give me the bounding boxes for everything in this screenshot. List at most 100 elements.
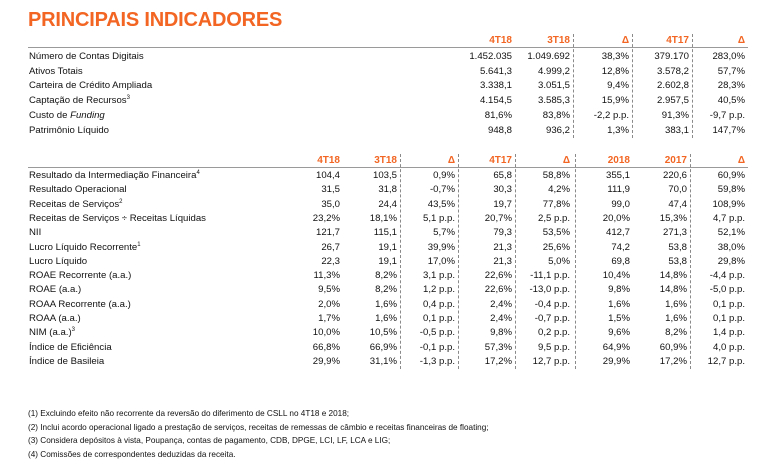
table-row: Captação de Recursos3 4.154,5 3.585,3 15,9%… — [0, 93, 760, 108]
row-label-text: Receitas de Serviços — [29, 198, 120, 210]
row-label: NII — [29, 225, 41, 240]
cell-value: 20,7% — [484, 212, 512, 224]
cell-value: 60,9% — [717, 170, 745, 181]
cell-value: 29,9% — [312, 355, 340, 367]
cell-value: 0,1 p.p. — [422, 313, 455, 324]
cell-value: 1,6% — [665, 313, 687, 324]
row-label: Resultado Operacional — [29, 182, 127, 197]
cell-value: 147,7% — [712, 124, 745, 136]
row-label: Receitas de Serviços2 — [29, 197, 122, 212]
row-label: Número de Contas Digitais — [29, 49, 144, 64]
row-label-italic: Funding — [70, 109, 105, 121]
cell-value: 4.999,2 — [537, 65, 570, 77]
cell-value: 383,1 — [664, 124, 689, 136]
table-row: Índice de Basileia 29,9% 31,1% -1,3 p.p. 17,… — [0, 354, 760, 369]
cell-value: 8,2% — [665, 327, 687, 339]
cell-value: 22,6% — [484, 284, 512, 296]
cell-value: -0,5 p.p. — [419, 327, 455, 339]
row-label: NIM (a.a.)3 — [29, 325, 75, 340]
cell-value: 0,4 p.p. — [422, 298, 455, 310]
cell-value: 14,8% — [659, 284, 687, 296]
table-row: Lucro Líquido Recorrente1 26,7 19,1 39,9% 21… — [0, 240, 760, 255]
row-label: Lucro Líquido Recorrente1 — [29, 240, 141, 255]
cell-value: 57,7% — [717, 65, 745, 77]
cell-value: 43,5% — [427, 198, 455, 210]
row-label-text: Carteira de Crédito Ampliada — [29, 80, 153, 92]
footnote-ref: 4 — [196, 169, 200, 176]
table-row: Receitas de Serviços2 35,0 24,4 43,5% 19,7 77… — [0, 197, 760, 212]
row-label-text: Receitas de Serviços ÷ Receitas Líquidas — [29, 212, 206, 224]
cell-value: 19,7 — [493, 198, 512, 210]
cell-value: 17,2% — [484, 355, 512, 367]
cell-value: 9,4% — [607, 80, 629, 92]
cell-value: 9,5 p.p. — [537, 341, 570, 353]
cell-value: 2,4% — [490, 298, 512, 310]
cell-value: 2,5 p.p. — [537, 212, 570, 224]
cell-value: 28,3% — [717, 80, 745, 92]
row-label-text: ROAA Recorrente (a.a.) — [29, 298, 131, 310]
column-divider — [632, 34, 633, 138]
cell-value: 15,9% — [601, 95, 629, 107]
table-row: Resultado da Intermediação Financeira4 10… — [0, 168, 760, 183]
table-row: ROAE (a.a.) 9,5% 8,2% 1,2 p.p. 22,6% -13,0 p.… — [0, 282, 760, 297]
table-row: Número de Contas Digitais 1.452.035 1.049.… — [0, 49, 760, 64]
cell-value: 3.585,3 — [537, 95, 570, 107]
row-label-text: ROAE Recorrente (a.a.) — [29, 270, 132, 282]
cell-value: 2,4% — [490, 313, 512, 324]
cell-value: 0,2 p.p. — [537, 327, 570, 339]
page-title: PRINCIPAIS INDICADORES — [28, 9, 283, 31]
cell-value: 53,8 — [668, 255, 687, 267]
cell-value: -0,7 p.p. — [534, 313, 570, 324]
footnote: (3) Considera depósitos à vista, Poupanç… — [28, 436, 391, 446]
column-header: Δ — [737, 35, 745, 46]
cell-value: 0,1 p.p. — [712, 298, 745, 310]
cell-value: 1.049.692 — [527, 51, 570, 62]
row-label-text: Resultado Operacional — [29, 184, 127, 196]
cell-value: 4.154,5 — [479, 95, 512, 107]
column-header: 3T18 — [374, 155, 397, 166]
cell-value: 5,0% — [548, 255, 570, 267]
row-label-text: Lucro Líquido — [29, 255, 88, 267]
column-divider — [690, 154, 691, 369]
cell-value: 12,7 p.p. — [532, 355, 570, 367]
cell-value: 99,0 — [611, 198, 630, 210]
row-label: Índice de Basileia — [29, 354, 104, 369]
cell-value: 65,8 — [493, 170, 512, 181]
row-label-text: Número de Contas Digitais — [29, 51, 144, 62]
cell-value: 2,0% — [318, 298, 340, 310]
cell-value: 18,1% — [369, 212, 397, 224]
cell-value: 64,9% — [602, 341, 630, 353]
cell-value: 59,8% — [717, 184, 745, 196]
cell-value: 60,9% — [659, 341, 687, 353]
table-row: Carteira de Crédito Ampliada 3.338,1 3.051… — [0, 78, 760, 93]
cell-value: 47,4 — [668, 198, 687, 210]
row-label-text: Resultado da Intermediação Financeira — [29, 170, 197, 181]
cell-value: 9,6% — [608, 327, 630, 339]
footnote: (2) Inclui acordo operacional ligado a p… — [28, 422, 489, 432]
cell-value: 4,7 p.p. — [712, 212, 745, 224]
table-row: Receitas de Serviços ÷ Receitas Líquidas… — [0, 211, 760, 226]
cell-value: 5,7% — [433, 227, 455, 239]
cell-value: 1,7% — [318, 313, 340, 324]
cell-value: 12,8% — [601, 65, 629, 77]
cell-value: 4,0 p.p. — [712, 341, 745, 353]
footnotes: (1) Excluindo efeito não recorrente da r… — [28, 407, 489, 461]
cell-value: 1,6% — [375, 313, 397, 324]
cell-value: -11,1 p.p. — [530, 270, 570, 282]
cell-value: 936,2 — [545, 124, 570, 136]
cell-value: 283,0% — [712, 51, 745, 62]
cell-value: 9,8% — [490, 327, 512, 339]
row-label-text: Lucro Líquido Recorrente — [29, 241, 138, 253]
cell-value: 103,5 — [372, 170, 397, 181]
cell-value: 74,2 — [611, 241, 630, 253]
header-divider — [28, 167, 748, 168]
cell-value: 79,3 — [493, 227, 512, 239]
cell-value: 1,6% — [608, 298, 630, 310]
cell-value: 66,8% — [312, 341, 340, 353]
row-label: ROAA (a.a.) — [29, 311, 81, 326]
cell-value: 948,8 — [487, 124, 512, 136]
cell-value: 14,8% — [659, 270, 687, 282]
cell-value: 24,4 — [378, 198, 397, 210]
cell-value: 30,3 — [493, 184, 512, 196]
